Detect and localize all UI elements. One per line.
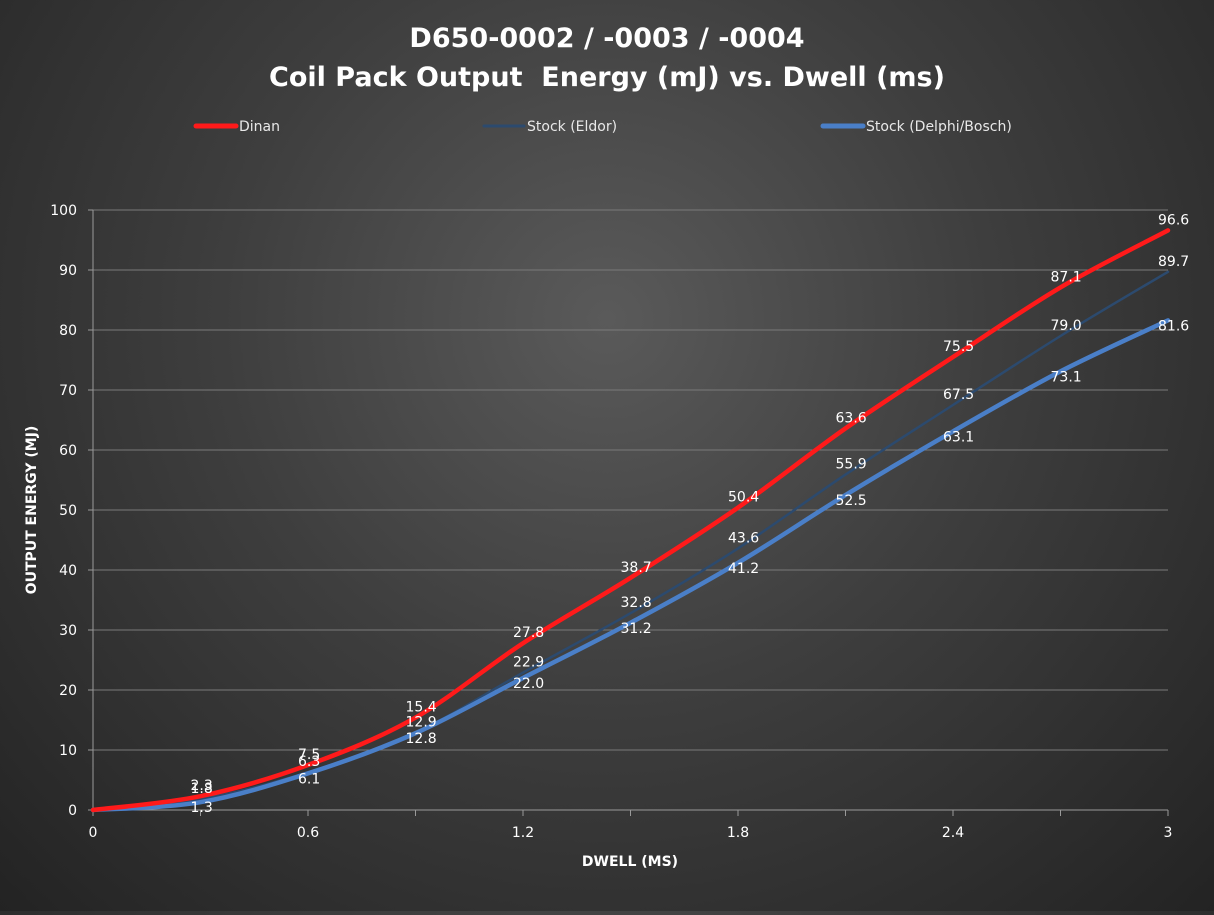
y-tick-label-40: 40	[59, 563, 77, 579]
gridlines	[93, 209, 1168, 751]
x-tick-label-1.8: 1.8	[727, 825, 749, 841]
y-tick-label-50: 50	[59, 503, 77, 519]
data-label-stock-eldor-1: 1.8	[191, 781, 213, 797]
series-line-stock-eldor	[91, 270, 1170, 812]
y-tick-label-0: 0	[68, 803, 77, 819]
data-label-dinan-8: 75.5	[943, 339, 974, 355]
data-label-stock-delphi-bosch-1: 1.3	[191, 800, 213, 816]
data-label-stock-eldor-9: 79.0	[1051, 318, 1082, 334]
data-label-dinan-9: 87.1	[1051, 269, 1082, 285]
data-label-dinan-7: 63.6	[836, 410, 867, 426]
legend: Dinan Stock (Eldor) Stock (Delphi/Bosch)	[193, 119, 1012, 135]
series-lines	[90, 228, 1171, 813]
data-label-stock-delphi-bosch-8: 63.1	[943, 429, 974, 445]
data-label-stock-delphi-bosch-4: 22.0	[513, 676, 544, 692]
data-label-dinan-2: 7.5	[298, 747, 320, 763]
data-label-dinan-5: 38.7	[621, 560, 652, 576]
chart-subtitle: Coil Pack Output Energy (mJ) vs. Dwell (…	[269, 62, 945, 93]
data-label-stock-eldor-5: 32.8	[621, 595, 652, 611]
data-label-stock-delphi-bosch-5: 31.2	[621, 621, 652, 637]
y-tick-label-30: 30	[59, 623, 77, 639]
data-label-stock-delphi-bosch-6: 41.2	[728, 561, 759, 577]
legend-label-dinan: Dinan	[239, 119, 280, 135]
data-label-stock-eldor-4: 22.9	[513, 655, 544, 671]
data-label-dinan-10: 96.6	[1158, 212, 1189, 228]
x-tick-label-1.2: 1.2	[512, 825, 534, 841]
data-label-stock-delphi-bosch-7: 52.5	[836, 493, 867, 509]
x-axis-title: DWELL (MS)	[582, 854, 678, 870]
legend-label-stock-delphi-bosch: Stock (Delphi/Bosch)	[866, 119, 1012, 135]
x-tick-label-3: 3	[1164, 825, 1173, 841]
data-label-stock-eldor-8: 67.5	[943, 387, 974, 403]
y-tick-label-10: 10	[59, 743, 77, 759]
y-axis-title: OUTPUT ENERGY (MJ)	[24, 426, 40, 595]
data-label-stock-delphi-bosch-10: 81.6	[1158, 318, 1189, 334]
x-tick-label-0.6: 0.6	[297, 825, 319, 841]
data-labels: 2.3 7.5 15.4 27.8 38.7 50.4 63.6 75.5 87.1 96.6 1.…	[191, 212, 1190, 816]
data-label-stock-eldor-2: 6.3	[298, 754, 320, 770]
data-label-stock-delphi-bosch-9: 73.1	[1051, 369, 1082, 385]
series-line-dinan	[90, 228, 1171, 813]
series-line-stock-delphi-bosch	[90, 318, 1171, 813]
x-tick-label-0: 0	[89, 825, 98, 841]
data-label-dinan-3: 15.4	[406, 700, 437, 716]
y-tick-label-80: 80	[59, 323, 77, 339]
data-label-stock-eldor-6: 43.6	[728, 530, 759, 546]
y-tick-label-20: 20	[59, 683, 77, 699]
y-tick-label-70: 70	[59, 383, 77, 399]
data-label-stock-delphi-bosch-3: 12.8	[406, 731, 437, 747]
data-label-dinan-4: 27.8	[513, 625, 544, 641]
chart-title: D650-0002 / -0003 / -0004	[409, 23, 804, 54]
legend-label-stock-eldor: Stock (Eldor)	[527, 119, 617, 135]
data-label-stock-eldor-10: 89.7	[1158, 254, 1189, 270]
data-label-stock-eldor-3: 12.9	[406, 715, 437, 731]
y-tick-label-90: 90	[59, 263, 77, 279]
y-tick-label-60: 60	[59, 443, 77, 459]
data-label-stock-delphi-bosch-2: 6.1	[298, 771, 320, 787]
data-label-stock-eldor-7: 55.9	[836, 457, 867, 473]
axes: 0 10 20 30 40 50 60 70 80 90 100 0 0.6 1.2 1.8 2.4 3	[50, 203, 1172, 841]
data-label-dinan-6: 50.4	[728, 490, 759, 506]
x-tick-label-2.4: 2.4	[942, 825, 964, 841]
y-tick-label-100: 100	[50, 203, 77, 219]
data-label-dinan-1: 2.3	[191, 778, 213, 794]
